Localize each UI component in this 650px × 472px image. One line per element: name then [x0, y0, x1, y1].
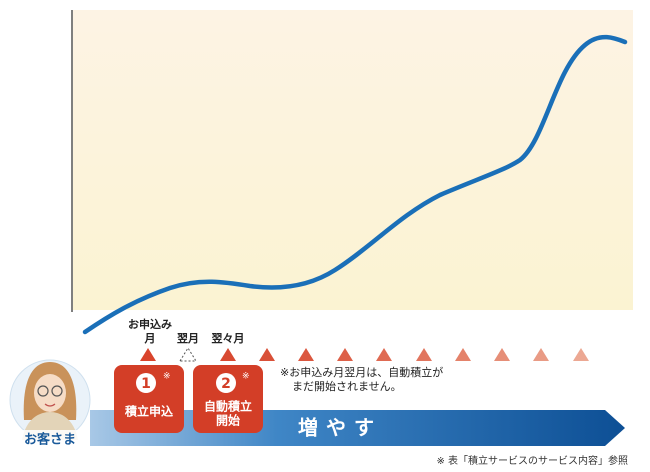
customer-label: お客さま [24, 432, 76, 448]
marker [179, 347, 197, 362]
chart-area [73, 10, 633, 310]
marker [220, 348, 236, 361]
step-mark: ※ [242, 372, 250, 382]
timeline-markers [140, 347, 589, 362]
marker [376, 348, 392, 361]
marker [298, 348, 314, 361]
mouth [44, 403, 56, 407]
step-number: 2 [221, 376, 231, 392]
marker [416, 348, 432, 361]
timeline-label: 翌月 [177, 332, 199, 345]
glasses [37, 385, 49, 397]
name-plate [12, 430, 88, 448]
timeline-label: 翌々月 [212, 332, 245, 345]
marker [337, 348, 353, 361]
step-label: 積立申込 [124, 404, 173, 419]
marker [455, 348, 471, 361]
growth-curve [82, 34, 628, 335]
step-mark: ※ [163, 372, 171, 382]
step-label: 自動積立 [204, 399, 252, 414]
step-1: 1 ※ 積立申込 [114, 365, 184, 433]
timeline-label: お申込み [128, 317, 172, 331]
banner-text: 増やす [298, 416, 382, 440]
marker [140, 348, 156, 361]
step-2: 2 ※ 自動積立 開始 [193, 365, 263, 433]
timeline-label: 月 [144, 332, 156, 345]
step-label: 開始 [216, 413, 240, 428]
step-box [114, 365, 184, 433]
glasses [51, 385, 63, 397]
step-box [193, 365, 263, 433]
step-circle [136, 373, 156, 393]
note: ※お申込み月翌月は、自動積立が [280, 365, 443, 379]
marker [494, 348, 510, 361]
marker [259, 348, 275, 361]
note: まだ開始されません。 [292, 379, 402, 393]
face [34, 374, 66, 412]
footnote: ※ 表「積立サービスのサービス内容」参照 [436, 454, 628, 467]
step-number: 1 [141, 376, 151, 392]
customer-avatar: お客さま [9, 359, 91, 448]
marker [573, 348, 589, 361]
marker [533, 348, 549, 361]
step-circle [216, 373, 236, 393]
